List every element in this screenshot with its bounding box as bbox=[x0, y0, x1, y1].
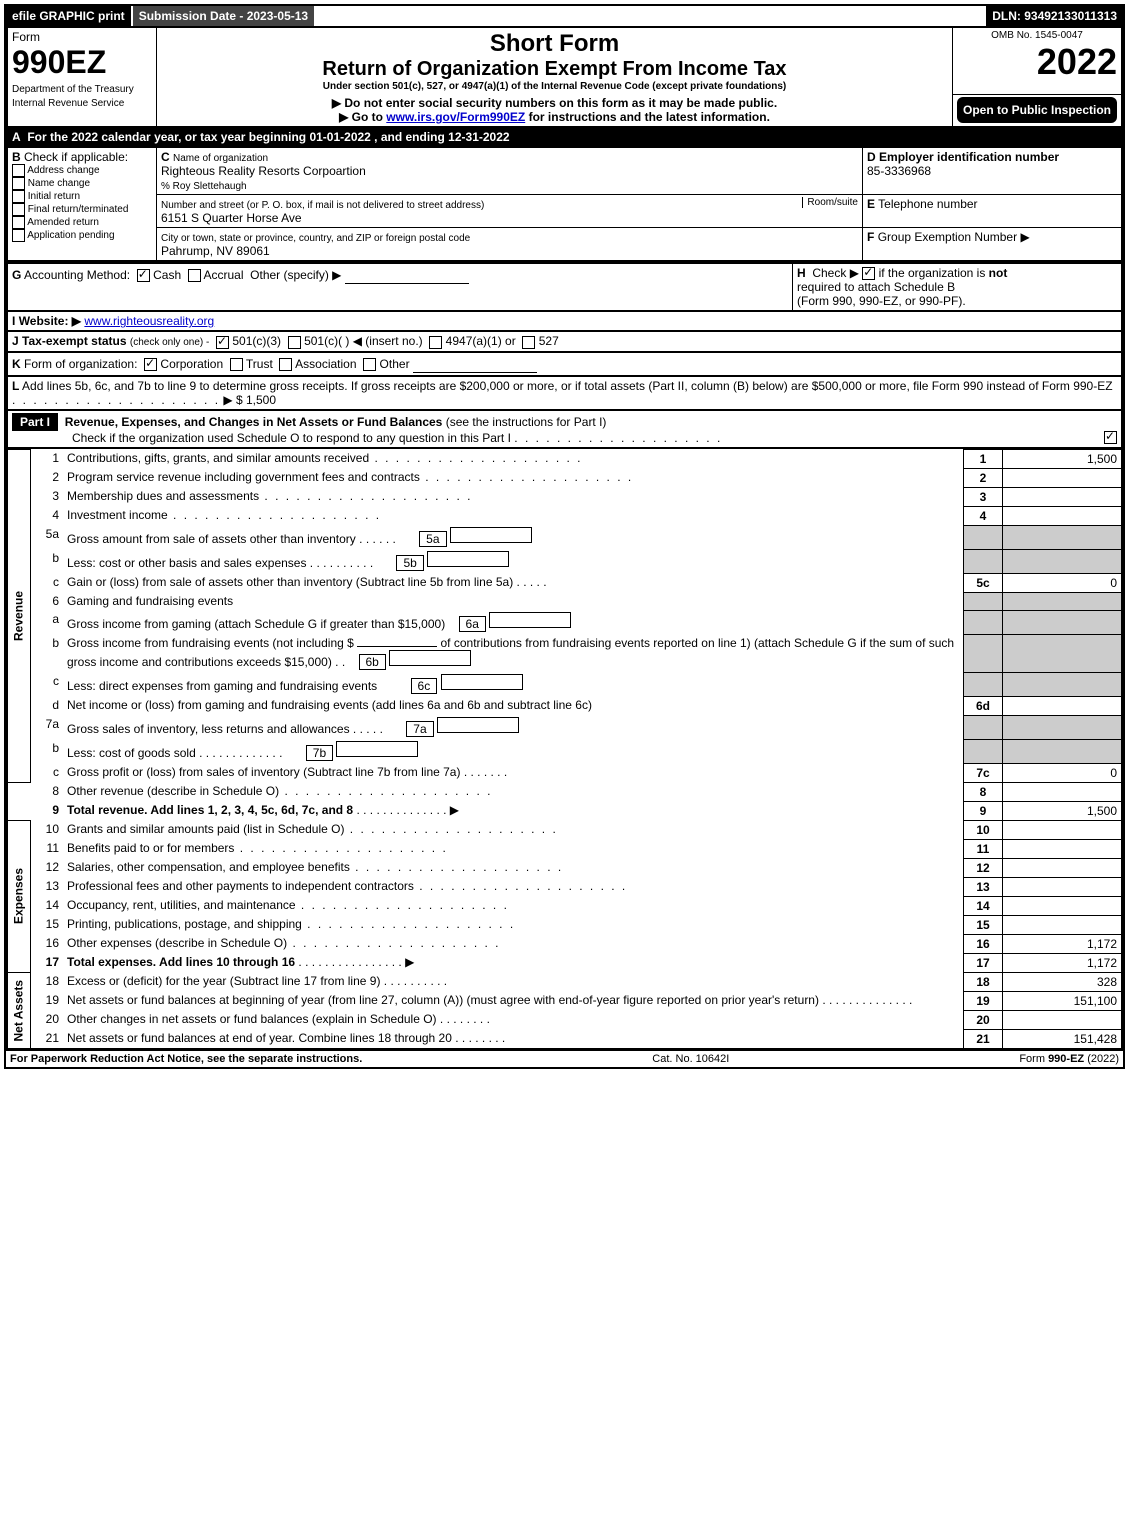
open-inspection: Open to Public Inspection bbox=[957, 97, 1117, 123]
org-name: Righteous Reality Resorts Corpoartion bbox=[161, 164, 366, 178]
line17-value: 1,172 bbox=[1003, 953, 1123, 972]
line1-value: 1,500 bbox=[1003, 449, 1123, 468]
check-cash[interactable] bbox=[137, 269, 150, 282]
line7c-value: 0 bbox=[1003, 763, 1123, 782]
check-501c[interactable] bbox=[288, 336, 301, 349]
section-k: K Form of organization: Corporation Trus… bbox=[6, 353, 1123, 377]
netassets-label: Net Assets bbox=[7, 972, 31, 1049]
website-link[interactable]: www.righteousreality.org bbox=[84, 314, 214, 328]
subtitle: Under section 501(c), 527, or 4947(a)(1)… bbox=[161, 81, 948, 92]
footer-right: Form 990-EZ (2022) bbox=[1019, 1053, 1119, 1065]
note-ssn: ▶ Do not enter social security numbers o… bbox=[161, 96, 948, 110]
dln-label: DLN: 93492133011313 bbox=[986, 6, 1123, 26]
line5c-value: 0 bbox=[1003, 573, 1123, 592]
other-org-input[interactable] bbox=[413, 355, 537, 373]
check-schedule-b[interactable] bbox=[862, 267, 875, 280]
street-address: 6151 S Quarter Horse Ave bbox=[161, 211, 302, 225]
gross-receipts: $ 1,500 bbox=[236, 393, 276, 407]
other-method-input[interactable] bbox=[345, 266, 469, 284]
section-g-h: G Accounting Method: Cash Accrual Other … bbox=[6, 262, 1123, 312]
revenue-label: Revenue bbox=[7, 449, 31, 782]
title-short: Short Form bbox=[161, 30, 948, 58]
note-goto: ▶ Go to www.irs.gov/Form990EZ for instru… bbox=[161, 110, 948, 124]
page-footer: For Paperwork Reduction Act Notice, see … bbox=[6, 1050, 1123, 1067]
form-number: 990EZ bbox=[12, 44, 106, 80]
check-schedule-o[interactable] bbox=[1104, 431, 1117, 444]
line9-value: 1,500 bbox=[1003, 801, 1123, 820]
part1-header: Part I Revenue, Expenses, and Changes in… bbox=[6, 411, 1123, 449]
section-i: I Website: ▶ www.righteousreality.org bbox=[6, 312, 1123, 332]
omb: OMB No. 1545-0047 bbox=[957, 30, 1117, 41]
section-j: J Tax-exempt status (check only one) - 5… bbox=[6, 332, 1123, 352]
entity-info: B Check if applicable: Address change Na… bbox=[6, 146, 1123, 262]
line19-value: 151,100 bbox=[1003, 991, 1123, 1010]
check-final-return[interactable] bbox=[12, 203, 25, 216]
check-4947[interactable] bbox=[429, 336, 442, 349]
section-l: L Add lines 5b, 6c, and 7b to line 9 to … bbox=[6, 377, 1123, 411]
ein: 85-3336968 bbox=[867, 164, 931, 178]
check-name-change[interactable] bbox=[12, 177, 25, 190]
line21-value: 151,428 bbox=[1003, 1029, 1123, 1049]
tax-year: 2022 bbox=[957, 41, 1117, 83]
check-other-org[interactable] bbox=[363, 358, 376, 371]
dept-label: Department of the Treasury Internal Reve… bbox=[12, 84, 134, 109]
efile-label: efile GRAPHIC print bbox=[6, 6, 131, 26]
check-address-change[interactable] bbox=[12, 164, 25, 177]
footer-cat: Cat. No. 10642I bbox=[652, 1053, 729, 1065]
check-corp[interactable] bbox=[144, 358, 157, 371]
submission-date: Submission Date - 2023-05-13 bbox=[131, 6, 314, 26]
check-initial-return[interactable] bbox=[12, 190, 25, 203]
city-state-zip: Pahrump, NV 89061 bbox=[161, 244, 270, 258]
top-bar: efile GRAPHIC print Submission Date - 20… bbox=[4, 4, 1125, 26]
footer-left: For Paperwork Reduction Act Notice, see … bbox=[10, 1053, 362, 1065]
form-header: Form 990EZ Department of the Treasury In… bbox=[6, 26, 1123, 128]
line16-value: 1,172 bbox=[1003, 934, 1123, 953]
check-accrual[interactable] bbox=[188, 269, 201, 282]
line18-value: 328 bbox=[1003, 972, 1123, 991]
section-a: A For the 2022 calendar year, or tax yea… bbox=[6, 128, 1123, 146]
form-word: Form bbox=[12, 30, 40, 44]
check-527[interactable] bbox=[522, 336, 535, 349]
check-trust[interactable] bbox=[230, 358, 243, 371]
expenses-label: Expenses bbox=[7, 820, 31, 972]
check-items: Address change Name change Initial retur… bbox=[12, 164, 152, 242]
check-501c3[interactable] bbox=[216, 336, 229, 349]
check-amended[interactable] bbox=[12, 216, 25, 229]
title-main: Return of Organization Exempt From Incom… bbox=[161, 58, 948, 81]
part1-lines: Revenue 1 Contributions, gifts, grants, … bbox=[6, 449, 1123, 1050]
check-assoc[interactable] bbox=[279, 358, 292, 371]
check-app-pending[interactable] bbox=[12, 229, 25, 242]
care-of: % Roy Slettehaugh bbox=[161, 181, 247, 192]
irs-link[interactable]: www.irs.gov/Form990EZ bbox=[386, 110, 525, 124]
